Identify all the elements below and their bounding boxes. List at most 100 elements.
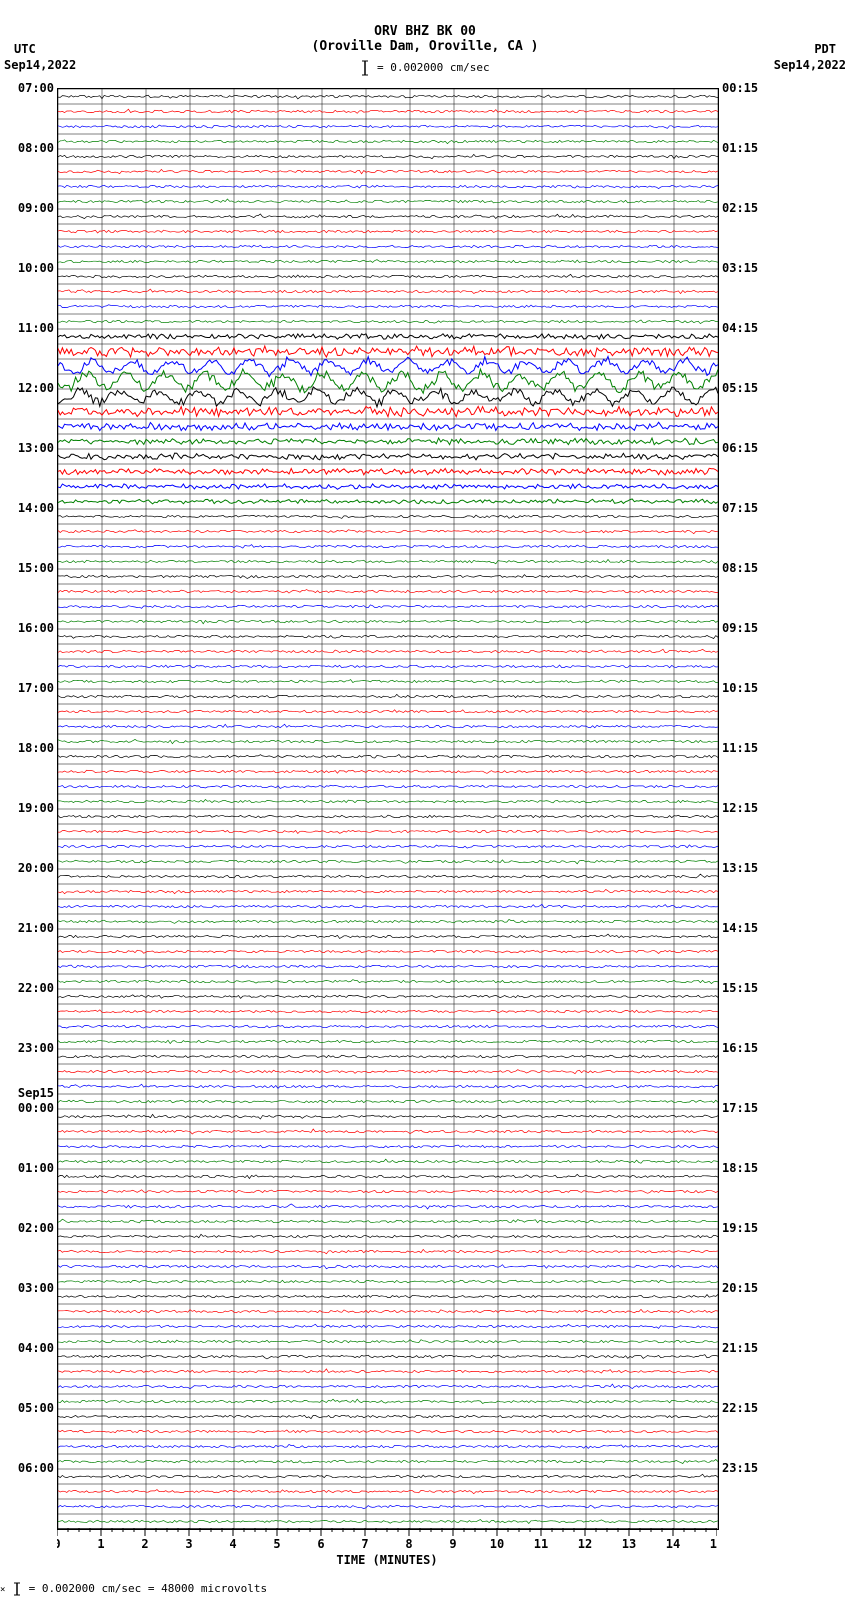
- right-hour-label: 07:15: [722, 501, 758, 515]
- left-hour-label: 04:00: [18, 1341, 54, 1355]
- seismic-trace: [58, 1265, 718, 1269]
- left-hour-label: 15:00: [18, 561, 54, 575]
- seismic-trace: [58, 1490, 718, 1494]
- seismic-trace: [58, 1145, 718, 1148]
- seismic-trace: [58, 545, 718, 549]
- seismic-trace: [58, 1280, 718, 1283]
- seismic-trace: [58, 1460, 718, 1464]
- seismic-trace: [58, 530, 718, 534]
- left-hour-label: 16:00: [18, 621, 54, 635]
- seismic-trace: [58, 484, 718, 489]
- seismic-trace: [58, 1025, 718, 1028]
- seismic-trace: [58, 154, 718, 158]
- svg-text:8: 8: [405, 1537, 412, 1551]
- right-hour-label: 13:15: [722, 861, 758, 875]
- seismic-trace: [58, 1040, 718, 1043]
- seismic-trace: [58, 1369, 718, 1373]
- seismic-trace: [58, 739, 718, 743]
- left-hour-label: 19:00: [18, 801, 54, 815]
- right-hour-label: 08:15: [722, 561, 758, 575]
- left-hour-label: 18:00: [18, 741, 54, 755]
- seismic-trace: [58, 274, 718, 278]
- seismic-trace: [58, 1010, 718, 1013]
- seismic-trace: [58, 889, 718, 893]
- seismic-trace: [58, 1474, 718, 1478]
- seismic-trace: [58, 1309, 718, 1312]
- left-hour-label: 00:00: [18, 1101, 54, 1115]
- seismic-trace: [58, 710, 718, 713]
- footer: × = 0.002000 cm/sec = 48000 microvolts: [0, 1582, 267, 1596]
- scale-text: = 0.002000 cm/sec: [370, 61, 489, 74]
- svg-text:1: 1: [97, 1537, 104, 1551]
- left-hour-label: 23:00: [18, 1041, 54, 1055]
- left-hour-label: 14:00: [18, 501, 54, 515]
- seismic-trace: [58, 950, 718, 953]
- seismic-trace: [58, 605, 718, 608]
- seismic-trace: [58, 356, 718, 376]
- seismic-trace: [58, 965, 718, 968]
- seismic-trace: [58, 109, 718, 113]
- seismic-trace: [58, 755, 718, 759]
- right-hour-label: 00:15: [722, 81, 758, 95]
- right-hour-label: 17:15: [722, 1101, 758, 1115]
- seismic-trace: [58, 590, 718, 594]
- seismic-trace: [58, 199, 718, 203]
- seismic-trace: [58, 1399, 718, 1403]
- right-hour-label: 21:15: [722, 1341, 758, 1355]
- right-hour-label: 02:15: [722, 201, 758, 215]
- right-hour-label: 09:15: [722, 621, 758, 635]
- seismic-trace: [58, 1159, 718, 1163]
- svg-text:14: 14: [666, 1537, 680, 1551]
- left-hour-label: 13:00: [18, 441, 54, 455]
- right-hour-label: 15:15: [722, 981, 758, 995]
- seismic-trace: [58, 169, 718, 173]
- seismic-trace: [58, 1249, 718, 1253]
- svg-text:12: 12: [578, 1537, 592, 1551]
- seismic-trace: [58, 453, 718, 460]
- seismic-trace: [58, 1129, 718, 1134]
- left-hour-label: 12:00: [18, 381, 54, 395]
- seismogram-svg: [58, 89, 718, 1529]
- seismic-trace: [58, 1520, 718, 1524]
- svg-text:9: 9: [449, 1537, 456, 1551]
- seismic-trace: [58, 575, 718, 579]
- svg-text:3: 3: [185, 1537, 192, 1551]
- right-hour-label: 23:15: [722, 1461, 758, 1475]
- svg-text:2: 2: [141, 1537, 148, 1551]
- seismic-trace: [58, 694, 718, 697]
- seismic-trace: [58, 800, 718, 803]
- seismic-trace: [58, 1174, 718, 1178]
- seismic-trace: [58, 649, 718, 653]
- tz-left: UTC: [14, 42, 36, 56]
- seismic-trace: [58, 680, 718, 683]
- right-hour-label: 03:15: [722, 261, 758, 275]
- seismic-trace: [58, 830, 718, 833]
- station-location: (Oroville Dam, Oroville, CA ): [0, 39, 850, 54]
- right-hour-label: 11:15: [722, 741, 758, 755]
- left-hour-label: 02:00: [18, 1221, 54, 1235]
- seismic-trace: [58, 1204, 718, 1209]
- seismic-trace: [58, 1234, 718, 1238]
- seismic-trace: [58, 1055, 718, 1058]
- seismic-trace: [58, 214, 718, 219]
- right-hour-label: 10:15: [722, 681, 758, 695]
- scale-glyph-icon: [12, 1582, 22, 1596]
- right-hour-label: 20:15: [722, 1281, 758, 1295]
- right-hour-label: 16:15: [722, 1041, 758, 1055]
- x-axis-svg: 0123456789101112131415TIME (MINUTES): [57, 1528, 717, 1578]
- seismic-trace: [58, 1415, 718, 1418]
- seismic-trace: [58, 980, 718, 984]
- header: ORV BHZ BK 00 (Oroville Dam, Oroville, C…: [0, 0, 850, 54]
- seismic-trace: [58, 406, 718, 416]
- right-hour-label: 12:15: [722, 801, 758, 815]
- svg-text:11: 11: [534, 1537, 548, 1551]
- seismic-trace: [58, 845, 718, 848]
- seismic-trace: [58, 1444, 718, 1448]
- seismic-trace: [58, 185, 718, 189]
- seismic-trace: [58, 305, 718, 308]
- seismic-trace: [58, 874, 718, 878]
- svg-text:4: 4: [229, 1537, 236, 1551]
- seismic-trace: [58, 1355, 718, 1359]
- seismic-trace: [58, 1384, 718, 1389]
- seismic-trace: [58, 245, 718, 247]
